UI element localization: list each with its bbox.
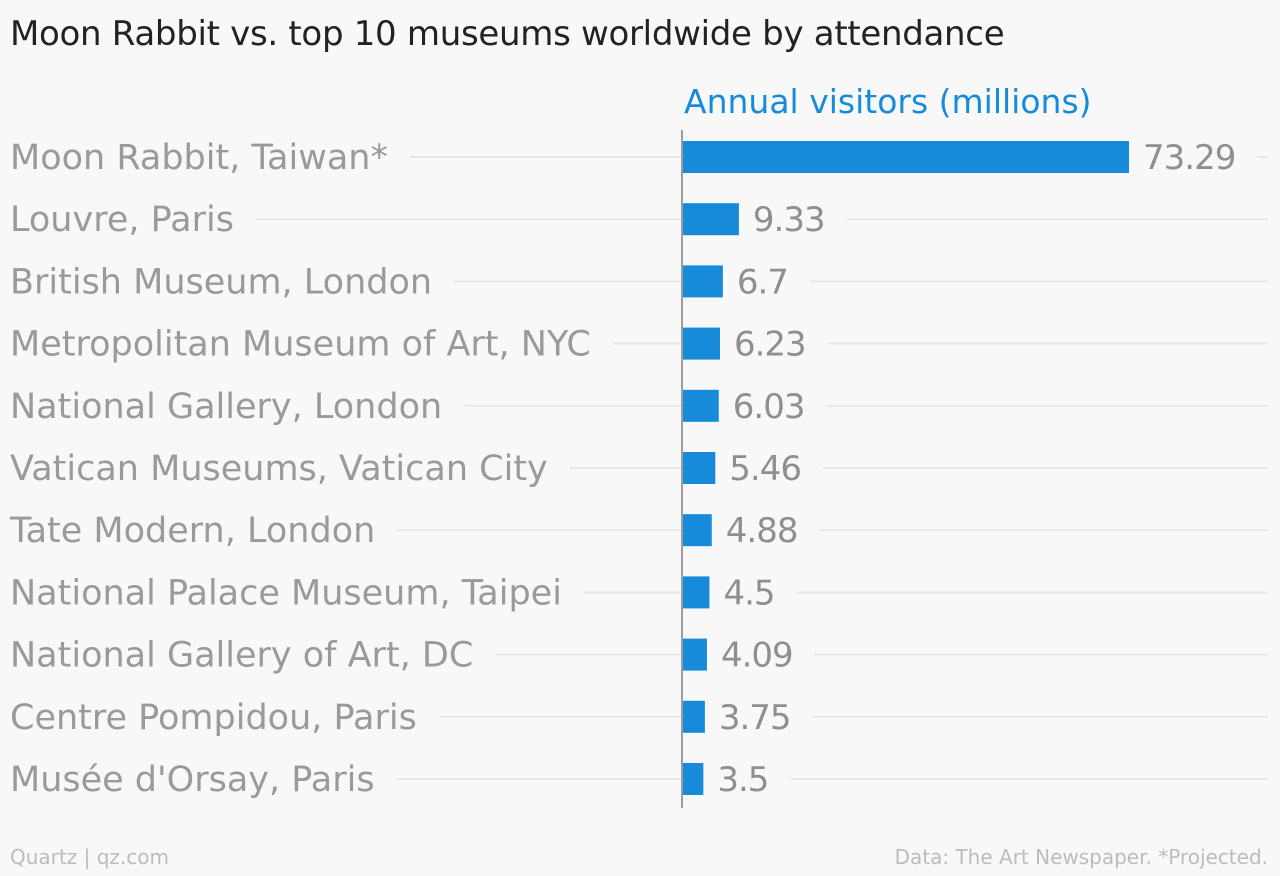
category-label: Moon Rabbit, Taiwan* <box>10 138 388 178</box>
bar <box>682 576 710 609</box>
category-label: Tate Modern, London <box>9 511 375 551</box>
category-label: British Museum, London <box>10 262 432 302</box>
bar <box>682 638 707 671</box>
bar <box>682 141 1129 173</box>
category-label: National Gallery of Art, DC <box>10 636 473 676</box>
series-label: Annual visitors (millions) <box>684 82 1092 121</box>
value-label: 6.23 <box>734 325 806 365</box>
value-label: 4.88 <box>726 511 798 551</box>
footer-note: Data: The Art Newspaper. *Projected. <box>894 845 1268 869</box>
bar <box>682 763 704 795</box>
value-label: 6.03 <box>733 387 805 427</box>
category-label: Metropolitan Museum of Art, NYC <box>10 325 591 365</box>
category-label: Vatican Museums, Vatican City <box>10 449 548 489</box>
bar <box>682 452 716 484</box>
category-label: National Palace Museum, Taipei <box>10 573 562 613</box>
value-label: 3.5 <box>717 760 768 800</box>
bar <box>682 203 739 236</box>
value-label: 4.09 <box>721 636 793 676</box>
bar <box>682 514 712 547</box>
value-label: 5.46 <box>729 449 801 489</box>
category-label: Louvre, Paris <box>10 200 234 240</box>
value-label: 4.5 <box>723 573 774 613</box>
value-label: 3.75 <box>719 698 791 738</box>
category-label: Musée d'Orsay, Paris <box>10 760 375 800</box>
bar <box>682 327 720 360</box>
bar <box>682 389 719 422</box>
category-label: National Gallery, London <box>10 387 442 427</box>
footer-source: Quartz | qz.com <box>10 845 169 869</box>
value-label: 6.7 <box>737 262 788 302</box>
category-label: Centre Pompidou, Paris <box>10 698 417 738</box>
bar <box>682 265 723 298</box>
bar <box>682 700 705 733</box>
chart-title: Moon Rabbit vs. top 10 museums worldwide… <box>10 14 1005 54</box>
value-label: 73.29 <box>1143 138 1235 178</box>
value-label: 9.33 <box>753 200 825 240</box>
